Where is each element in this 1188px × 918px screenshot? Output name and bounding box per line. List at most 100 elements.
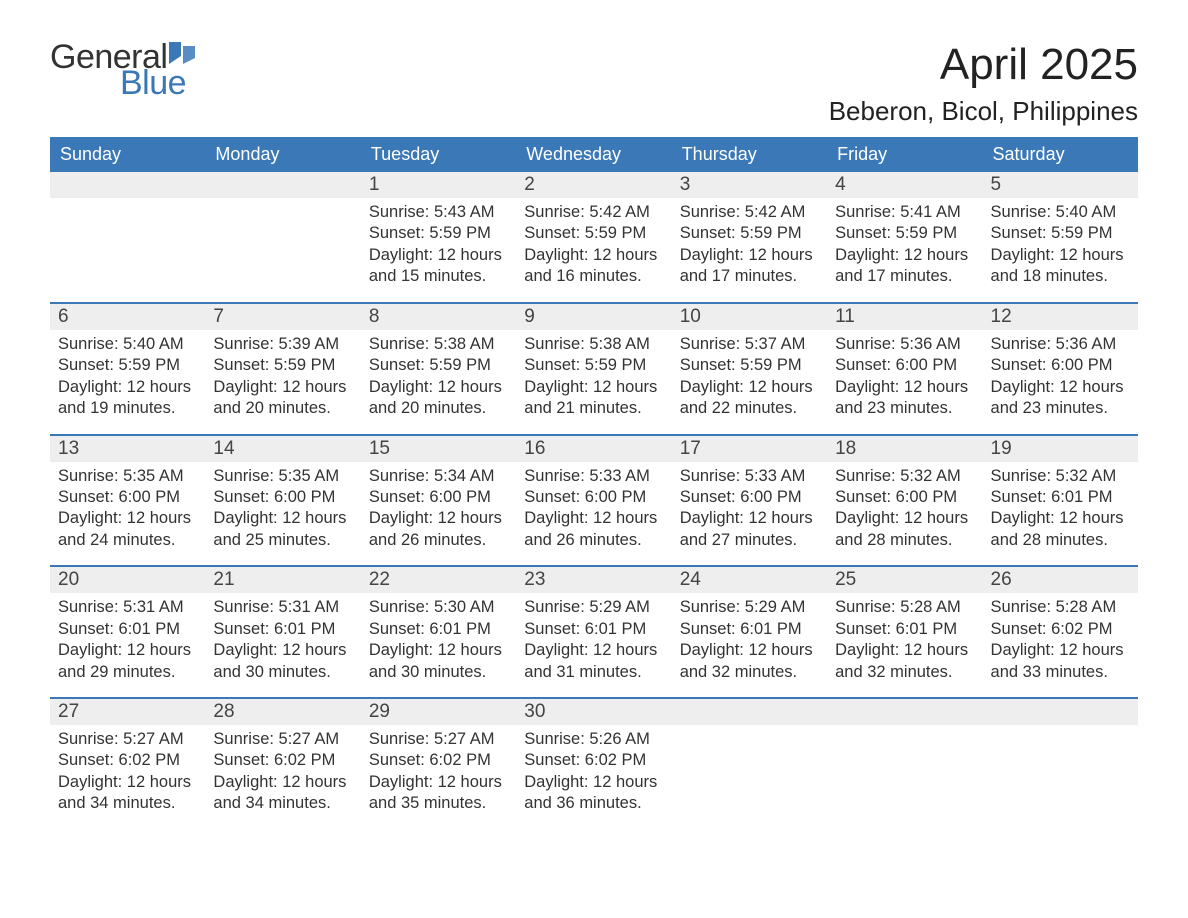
- dow-monday: Monday: [205, 137, 360, 172]
- daylight-line: Daylight: 12 hours and 20 minutes.: [213, 377, 352, 420]
- day-number: 17: [672, 436, 827, 462]
- day-number: 14: [205, 436, 360, 462]
- day-body: Sunrise: 5:31 AMSunset: 6:01 PMDaylight:…: [205, 593, 360, 697]
- day-number: [205, 172, 360, 198]
- day-number: 27: [50, 699, 205, 725]
- day-number: 25: [827, 567, 982, 593]
- day-body: Sunrise: 5:42 AMSunset: 5:59 PMDaylight:…: [516, 198, 671, 302]
- week-row: 13Sunrise: 5:35 AMSunset: 6:00 PMDayligh…: [50, 434, 1138, 566]
- day-body: Sunrise: 5:29 AMSunset: 6:01 PMDaylight:…: [516, 593, 671, 697]
- day-body: Sunrise: 5:32 AMSunset: 6:00 PMDaylight:…: [827, 462, 982, 566]
- day-number: 10: [672, 304, 827, 330]
- sunrise-line: Sunrise: 5:27 AM: [213, 729, 352, 750]
- sunset-line: Sunset: 6:01 PM: [213, 619, 352, 640]
- week-row: 6Sunrise: 5:40 AMSunset: 5:59 PMDaylight…: [50, 302, 1138, 434]
- day-cell: 2Sunrise: 5:42 AMSunset: 5:59 PMDaylight…: [516, 172, 671, 302]
- sunrise-line: Sunrise: 5:38 AM: [369, 334, 508, 355]
- daylight-line: Daylight: 12 hours and 18 minutes.: [991, 245, 1130, 288]
- daylight-line: Daylight: 12 hours and 34 minutes.: [58, 772, 197, 815]
- day-number: 7: [205, 304, 360, 330]
- sunset-line: Sunset: 6:00 PM: [58, 487, 197, 508]
- sunset-line: Sunset: 6:00 PM: [524, 487, 663, 508]
- day-cell: 23Sunrise: 5:29 AMSunset: 6:01 PMDayligh…: [516, 567, 671, 697]
- day-number: 12: [983, 304, 1138, 330]
- day-number: 16: [516, 436, 671, 462]
- day-body: Sunrise: 5:41 AMSunset: 5:59 PMDaylight:…: [827, 198, 982, 302]
- day-cell: 24Sunrise: 5:29 AMSunset: 6:01 PMDayligh…: [672, 567, 827, 697]
- daylight-line: Daylight: 12 hours and 24 minutes.: [58, 508, 197, 551]
- sunset-line: Sunset: 6:00 PM: [991, 355, 1130, 376]
- day-number: 1: [361, 172, 516, 198]
- dow-thursday: Thursday: [672, 137, 827, 172]
- sunrise-line: Sunrise: 5:29 AM: [680, 597, 819, 618]
- day-cell: [672, 699, 827, 829]
- day-number: 23: [516, 567, 671, 593]
- dow-wednesday: Wednesday: [516, 137, 671, 172]
- sunrise-line: Sunrise: 5:32 AM: [835, 466, 974, 487]
- day-number: 9: [516, 304, 671, 330]
- day-number: 28: [205, 699, 360, 725]
- day-number: 29: [361, 699, 516, 725]
- daylight-line: Daylight: 12 hours and 19 minutes.: [58, 377, 197, 420]
- day-cell: 5Sunrise: 5:40 AMSunset: 5:59 PMDaylight…: [983, 172, 1138, 302]
- day-cell: 22Sunrise: 5:30 AMSunset: 6:01 PMDayligh…: [361, 567, 516, 697]
- day-cell: 3Sunrise: 5:42 AMSunset: 5:59 PMDaylight…: [672, 172, 827, 302]
- dow-sunday: Sunday: [50, 137, 205, 172]
- day-number: [672, 699, 827, 725]
- day-number: [983, 699, 1138, 725]
- sunset-line: Sunset: 6:02 PM: [369, 750, 508, 771]
- sunset-line: Sunset: 5:59 PM: [991, 223, 1130, 244]
- day-body: Sunrise: 5:38 AMSunset: 5:59 PMDaylight:…: [516, 330, 671, 434]
- day-body: Sunrise: 5:36 AMSunset: 6:00 PMDaylight:…: [983, 330, 1138, 434]
- sunset-line: Sunset: 5:59 PM: [524, 355, 663, 376]
- sunrise-line: Sunrise: 5:38 AM: [524, 334, 663, 355]
- sunrise-line: Sunrise: 5:32 AM: [991, 466, 1130, 487]
- sunset-line: Sunset: 6:00 PM: [213, 487, 352, 508]
- day-body: Sunrise: 5:28 AMSunset: 6:01 PMDaylight:…: [827, 593, 982, 697]
- day-body: Sunrise: 5:40 AMSunset: 5:59 PMDaylight:…: [50, 330, 205, 434]
- daylight-line: Daylight: 12 hours and 32 minutes.: [835, 640, 974, 683]
- day-cell: 6Sunrise: 5:40 AMSunset: 5:59 PMDaylight…: [50, 304, 205, 434]
- sunrise-line: Sunrise: 5:43 AM: [369, 202, 508, 223]
- daylight-line: Daylight: 12 hours and 22 minutes.: [680, 377, 819, 420]
- sunset-line: Sunset: 6:02 PM: [524, 750, 663, 771]
- sunset-line: Sunset: 6:01 PM: [58, 619, 197, 640]
- day-number: 24: [672, 567, 827, 593]
- day-cell: 28Sunrise: 5:27 AMSunset: 6:02 PMDayligh…: [205, 699, 360, 829]
- daylight-line: Daylight: 12 hours and 25 minutes.: [213, 508, 352, 551]
- day-number: 30: [516, 699, 671, 725]
- sunrise-line: Sunrise: 5:37 AM: [680, 334, 819, 355]
- daylight-line: Daylight: 12 hours and 26 minutes.: [524, 508, 663, 551]
- day-number: 11: [827, 304, 982, 330]
- day-body: Sunrise: 5:27 AMSunset: 6:02 PMDaylight:…: [361, 725, 516, 829]
- day-cell: 1Sunrise: 5:43 AMSunset: 5:59 PMDaylight…: [361, 172, 516, 302]
- daylight-line: Daylight: 12 hours and 21 minutes.: [524, 377, 663, 420]
- month-title: April 2025: [829, 40, 1138, 90]
- sunrise-line: Sunrise: 5:28 AM: [991, 597, 1130, 618]
- daylight-line: Daylight: 12 hours and 32 minutes.: [680, 640, 819, 683]
- sunrise-line: Sunrise: 5:31 AM: [58, 597, 197, 618]
- day-cell: [983, 699, 1138, 829]
- day-number: 18: [827, 436, 982, 462]
- week-row: 27Sunrise: 5:27 AMSunset: 6:02 PMDayligh…: [50, 697, 1138, 829]
- daylight-line: Daylight: 12 hours and 20 minutes.: [369, 377, 508, 420]
- days-of-week-row: Sunday Monday Tuesday Wednesday Thursday…: [50, 137, 1138, 172]
- day-number: 22: [361, 567, 516, 593]
- sunrise-line: Sunrise: 5:41 AM: [835, 202, 974, 223]
- sunset-line: Sunset: 5:59 PM: [680, 355, 819, 376]
- day-body: Sunrise: 5:26 AMSunset: 6:02 PMDaylight:…: [516, 725, 671, 829]
- sunrise-line: Sunrise: 5:29 AM: [524, 597, 663, 618]
- sunset-line: Sunset: 6:00 PM: [369, 487, 508, 508]
- sunset-line: Sunset: 6:01 PM: [835, 619, 974, 640]
- sunrise-line: Sunrise: 5:33 AM: [680, 466, 819, 487]
- calendar-page: General Blue April 2025 Beberon, Bicol, …: [0, 0, 1188, 879]
- dow-tuesday: Tuesday: [361, 137, 516, 172]
- day-cell: 12Sunrise: 5:36 AMSunset: 6:00 PMDayligh…: [983, 304, 1138, 434]
- day-cell: 16Sunrise: 5:33 AMSunset: 6:00 PMDayligh…: [516, 436, 671, 566]
- sunrise-line: Sunrise: 5:30 AM: [369, 597, 508, 618]
- daylight-line: Daylight: 12 hours and 26 minutes.: [369, 508, 508, 551]
- sunrise-line: Sunrise: 5:36 AM: [991, 334, 1130, 355]
- sunset-line: Sunset: 6:02 PM: [991, 619, 1130, 640]
- sunset-line: Sunset: 5:59 PM: [835, 223, 974, 244]
- day-cell: 11Sunrise: 5:36 AMSunset: 6:00 PMDayligh…: [827, 304, 982, 434]
